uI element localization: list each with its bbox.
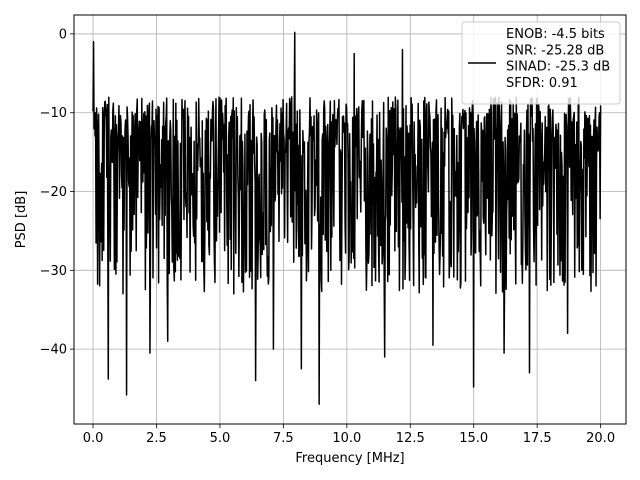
legend-entry-sinad: SINAD: -25.3 dB bbox=[506, 60, 610, 75]
y-tick-label: −30 bbox=[40, 264, 67, 279]
tick-layer: 0.0 2.5 5.0 7.5 10.0 12.5 15.0 17.5 20.0 0 −10 −20 −… bbox=[40, 27, 616, 446]
x-tick-label: 17.5 bbox=[523, 431, 552, 446]
x-tick-label: 2.5 bbox=[146, 431, 167, 446]
x-tick-label: 12.5 bbox=[396, 431, 425, 446]
y-tick-label: −40 bbox=[40, 343, 67, 358]
legend: ENOB: -4.5 bits SNR: -25.28 dB SINAD: -2… bbox=[461, 21, 621, 105]
legend-entry-enob: ENOB: -4.5 bits bbox=[506, 27, 605, 42]
x-axis-label: Frequency [MHz] bbox=[295, 451, 404, 466]
plot-frame bbox=[73, 14, 627, 425]
series-layer bbox=[92, 31, 602, 406]
x-tick-label: 0.0 bbox=[83, 431, 104, 446]
y-tick-label: 0 bbox=[59, 27, 67, 42]
y-tick-label: −20 bbox=[40, 185, 67, 200]
legend-entry-snr: SNR: -25.28 dB bbox=[506, 43, 604, 58]
legend-box bbox=[461, 21, 621, 105]
y-axis-label: PSD [dB] bbox=[14, 191, 29, 249]
x-tick-label: 10.0 bbox=[332, 431, 361, 446]
x-tick-label: 20.0 bbox=[586, 431, 615, 446]
x-tick-label: 5.0 bbox=[210, 431, 231, 446]
psd-series-line bbox=[92, 31, 602, 406]
legend-entry-sfdr: SFDR: 0.91 bbox=[506, 76, 578, 91]
y-tick-label: −10 bbox=[40, 106, 67, 121]
x-tick-label: 7.5 bbox=[273, 431, 294, 446]
x-tick-label: 15.0 bbox=[459, 431, 488, 446]
